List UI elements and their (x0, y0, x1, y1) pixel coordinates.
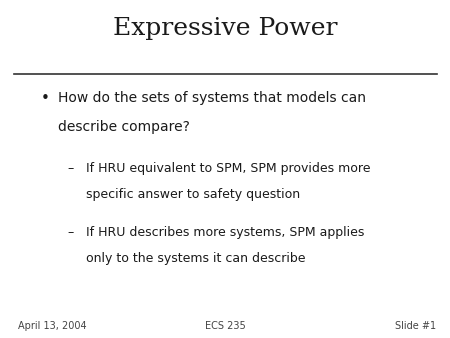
Text: describe compare?: describe compare? (58, 120, 190, 134)
Text: specific answer to safety question: specific answer to safety question (86, 188, 300, 200)
Text: Slide #1: Slide #1 (396, 321, 436, 331)
Text: April 13, 2004: April 13, 2004 (18, 321, 86, 331)
Text: ECS 235: ECS 235 (205, 321, 245, 331)
Text: only to the systems it can describe: only to the systems it can describe (86, 252, 305, 265)
Text: How do the sets of systems that models can: How do the sets of systems that models c… (58, 91, 366, 105)
Text: Expressive Power: Expressive Power (113, 17, 337, 40)
Text: If HRU equivalent to SPM, SPM provides more: If HRU equivalent to SPM, SPM provides m… (86, 162, 370, 175)
Text: –: – (68, 226, 74, 239)
Text: –: – (68, 162, 74, 175)
Text: If HRU describes more systems, SPM applies: If HRU describes more systems, SPM appli… (86, 226, 364, 239)
Text: •: • (40, 91, 50, 106)
